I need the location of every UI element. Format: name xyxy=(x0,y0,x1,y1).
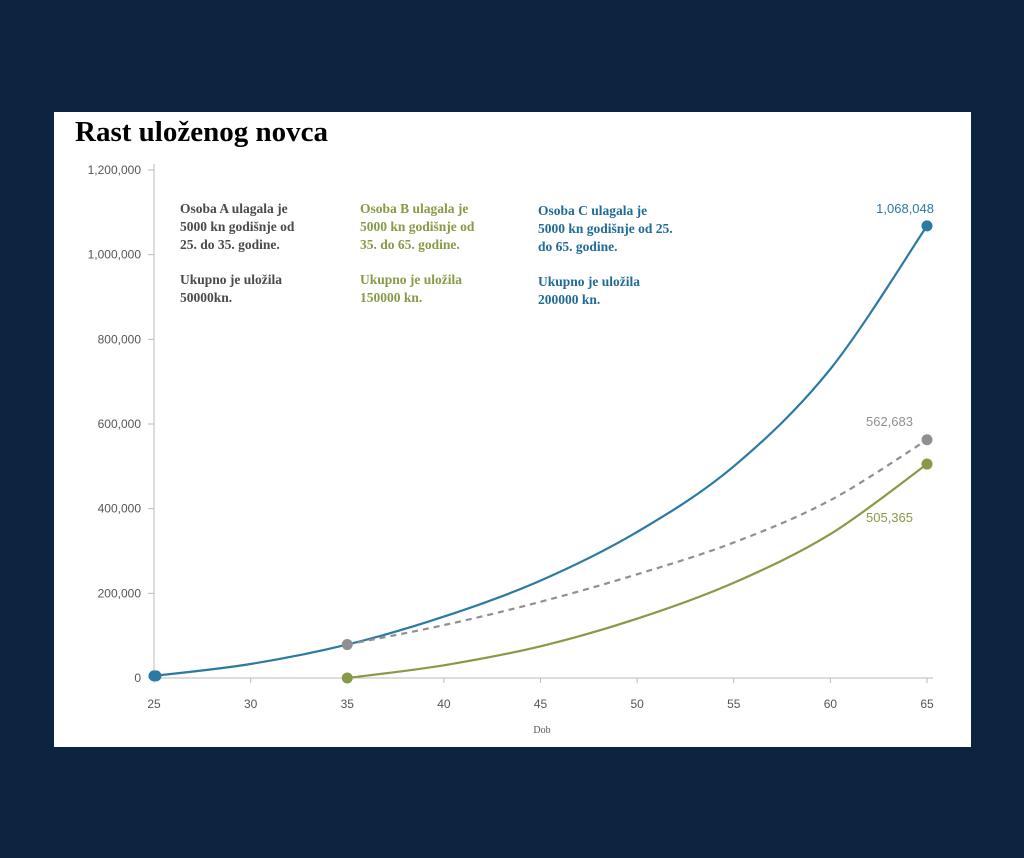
annotation-c-line: Ukupno je uložila xyxy=(538,274,641,289)
x-axis-label: Dob xyxy=(533,725,550,736)
x-tick-label: 40 xyxy=(437,697,451,711)
annotation-b-line: 5000 kn godišnje od xyxy=(360,219,475,234)
annotation-c-line: 5000 kn godišnje od 25. xyxy=(538,221,673,236)
y-tick-label: 0 xyxy=(134,671,141,685)
series-line-c xyxy=(153,225,928,677)
annotation-c-line: Osoba C ulagala je xyxy=(538,203,648,218)
series-line-a xyxy=(347,438,928,646)
series-end-point-a xyxy=(921,434,933,446)
x-tick-label: 55 xyxy=(727,697,741,711)
x-tick-label: 60 xyxy=(824,697,838,711)
annotation-b-line: Ukupno je uložila xyxy=(360,272,463,287)
y-tick-label: 1,000,000 xyxy=(88,248,142,262)
y-tick-label: 600,000 xyxy=(98,417,142,431)
annotation-person-c: Osoba C ulagala je 5000 kn godišnje od 2… xyxy=(538,202,673,309)
x-tick-label: 45 xyxy=(534,697,548,711)
annotation-c-line: 200000 kn. xyxy=(538,292,601,307)
x-tick-label: 35 xyxy=(341,697,355,711)
series-start-point-a xyxy=(341,639,353,651)
y-tick-label: 200,000 xyxy=(98,586,142,600)
annotation-b-line: 150000 kn. xyxy=(360,290,423,305)
data-label-c: 1,068,048 xyxy=(876,201,934,216)
y-tick-label: 1,200,000 xyxy=(88,163,142,177)
series-end-point-b xyxy=(921,458,933,470)
y-tick-label: 800,000 xyxy=(98,332,142,346)
x-tick-label: 30 xyxy=(244,697,258,711)
x-tick-label: 25 xyxy=(147,697,161,711)
annotation-a-line: 50000kn. xyxy=(180,290,233,305)
annotation-a-line: 25. do 35. godine. xyxy=(180,237,280,252)
annotation-person-b: Osoba B ulagala je 5000 kn godišnje od 3… xyxy=(360,200,474,307)
origin-point xyxy=(150,670,162,682)
series-end-point-c xyxy=(921,220,933,232)
data-label-a: 562,683 xyxy=(866,414,913,429)
x-tick-label: 65 xyxy=(920,697,934,711)
chart-title: Rast uloženog novca xyxy=(75,116,328,148)
annotation-a-line: Osoba A ulagala je xyxy=(180,201,288,216)
x-tick-label: 50 xyxy=(630,697,644,711)
chart-panel: Rast uloženog novca 0 200,000 400,000 600,0… xyxy=(54,112,971,747)
data-label-b: 505,365 xyxy=(866,510,913,525)
annotation-b-line: Osoba B ulagala je xyxy=(360,201,469,216)
annotation-a-line: 5000 kn godišnje od xyxy=(180,219,295,234)
y-tick-label: 400,000 xyxy=(98,502,142,516)
annotation-a-line: Ukupno je uložila xyxy=(180,272,283,287)
annotation-c-line: do 65. godine. xyxy=(538,239,618,254)
series-start-point-b xyxy=(341,672,353,684)
annotation-b-line: 35. do 65. godine. xyxy=(360,237,460,252)
chart-plot: 0 200,000 400,000 600,000 800,000 1,000,000 1,… xyxy=(88,163,934,736)
series-line-b xyxy=(347,463,928,680)
annotation-person-a: Osoba A ulagala je 5000 kn godišnje od 2… xyxy=(180,200,294,307)
